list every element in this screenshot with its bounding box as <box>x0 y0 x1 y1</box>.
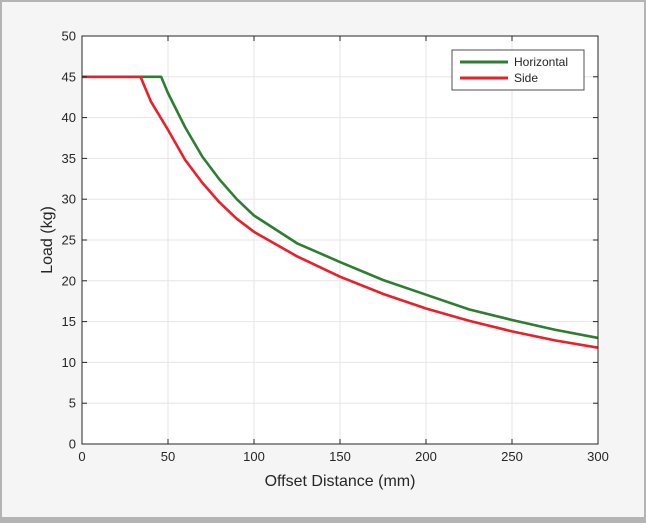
y-tick-label: 35 <box>62 151 76 166</box>
x-axis-label: Offset Distance (mm) <box>265 473 416 490</box>
y-tick-label: 50 <box>62 29 76 44</box>
y-tick-label: 20 <box>62 273 76 288</box>
x-tick-label: 300 <box>587 449 609 464</box>
y-tick-label: 45 <box>62 69 76 84</box>
y-tick-label: 15 <box>62 314 76 329</box>
y-tick-label: 10 <box>62 355 76 370</box>
y-tick-label: 25 <box>62 233 76 248</box>
legend: Horizontal Side <box>451 49 585 91</box>
legend-box <box>451 49 585 91</box>
x-tick-label: 0 <box>78 449 85 464</box>
x-tick-label: 250 <box>501 449 523 464</box>
legend-label-side: Side <box>514 71 538 85</box>
y-axis-label: Load (kg) <box>39 206 56 274</box>
axis-ticks: 0 50 100 150 200 250 300 0 5 10 15 20 25 30 35 40 45 50 <box>62 29 609 465</box>
y-tick-label: 40 <box>62 110 76 125</box>
x-tick-label: 150 <box>329 449 351 464</box>
x-tick-label: 50 <box>161 449 175 464</box>
x-tick-label: 200 <box>415 449 437 464</box>
x-tick-label: 100 <box>243 449 265 464</box>
series-line-side <box>82 75 599 349</box>
legend-label-horizontal: Horizontal <box>514 55 568 69</box>
y-tick-label: 30 <box>62 192 76 207</box>
series-lines <box>82 75 599 349</box>
y-tick-label: 0 <box>69 437 76 452</box>
y-tick-label: 5 <box>69 396 76 411</box>
series-line-horizontal <box>82 75 599 340</box>
